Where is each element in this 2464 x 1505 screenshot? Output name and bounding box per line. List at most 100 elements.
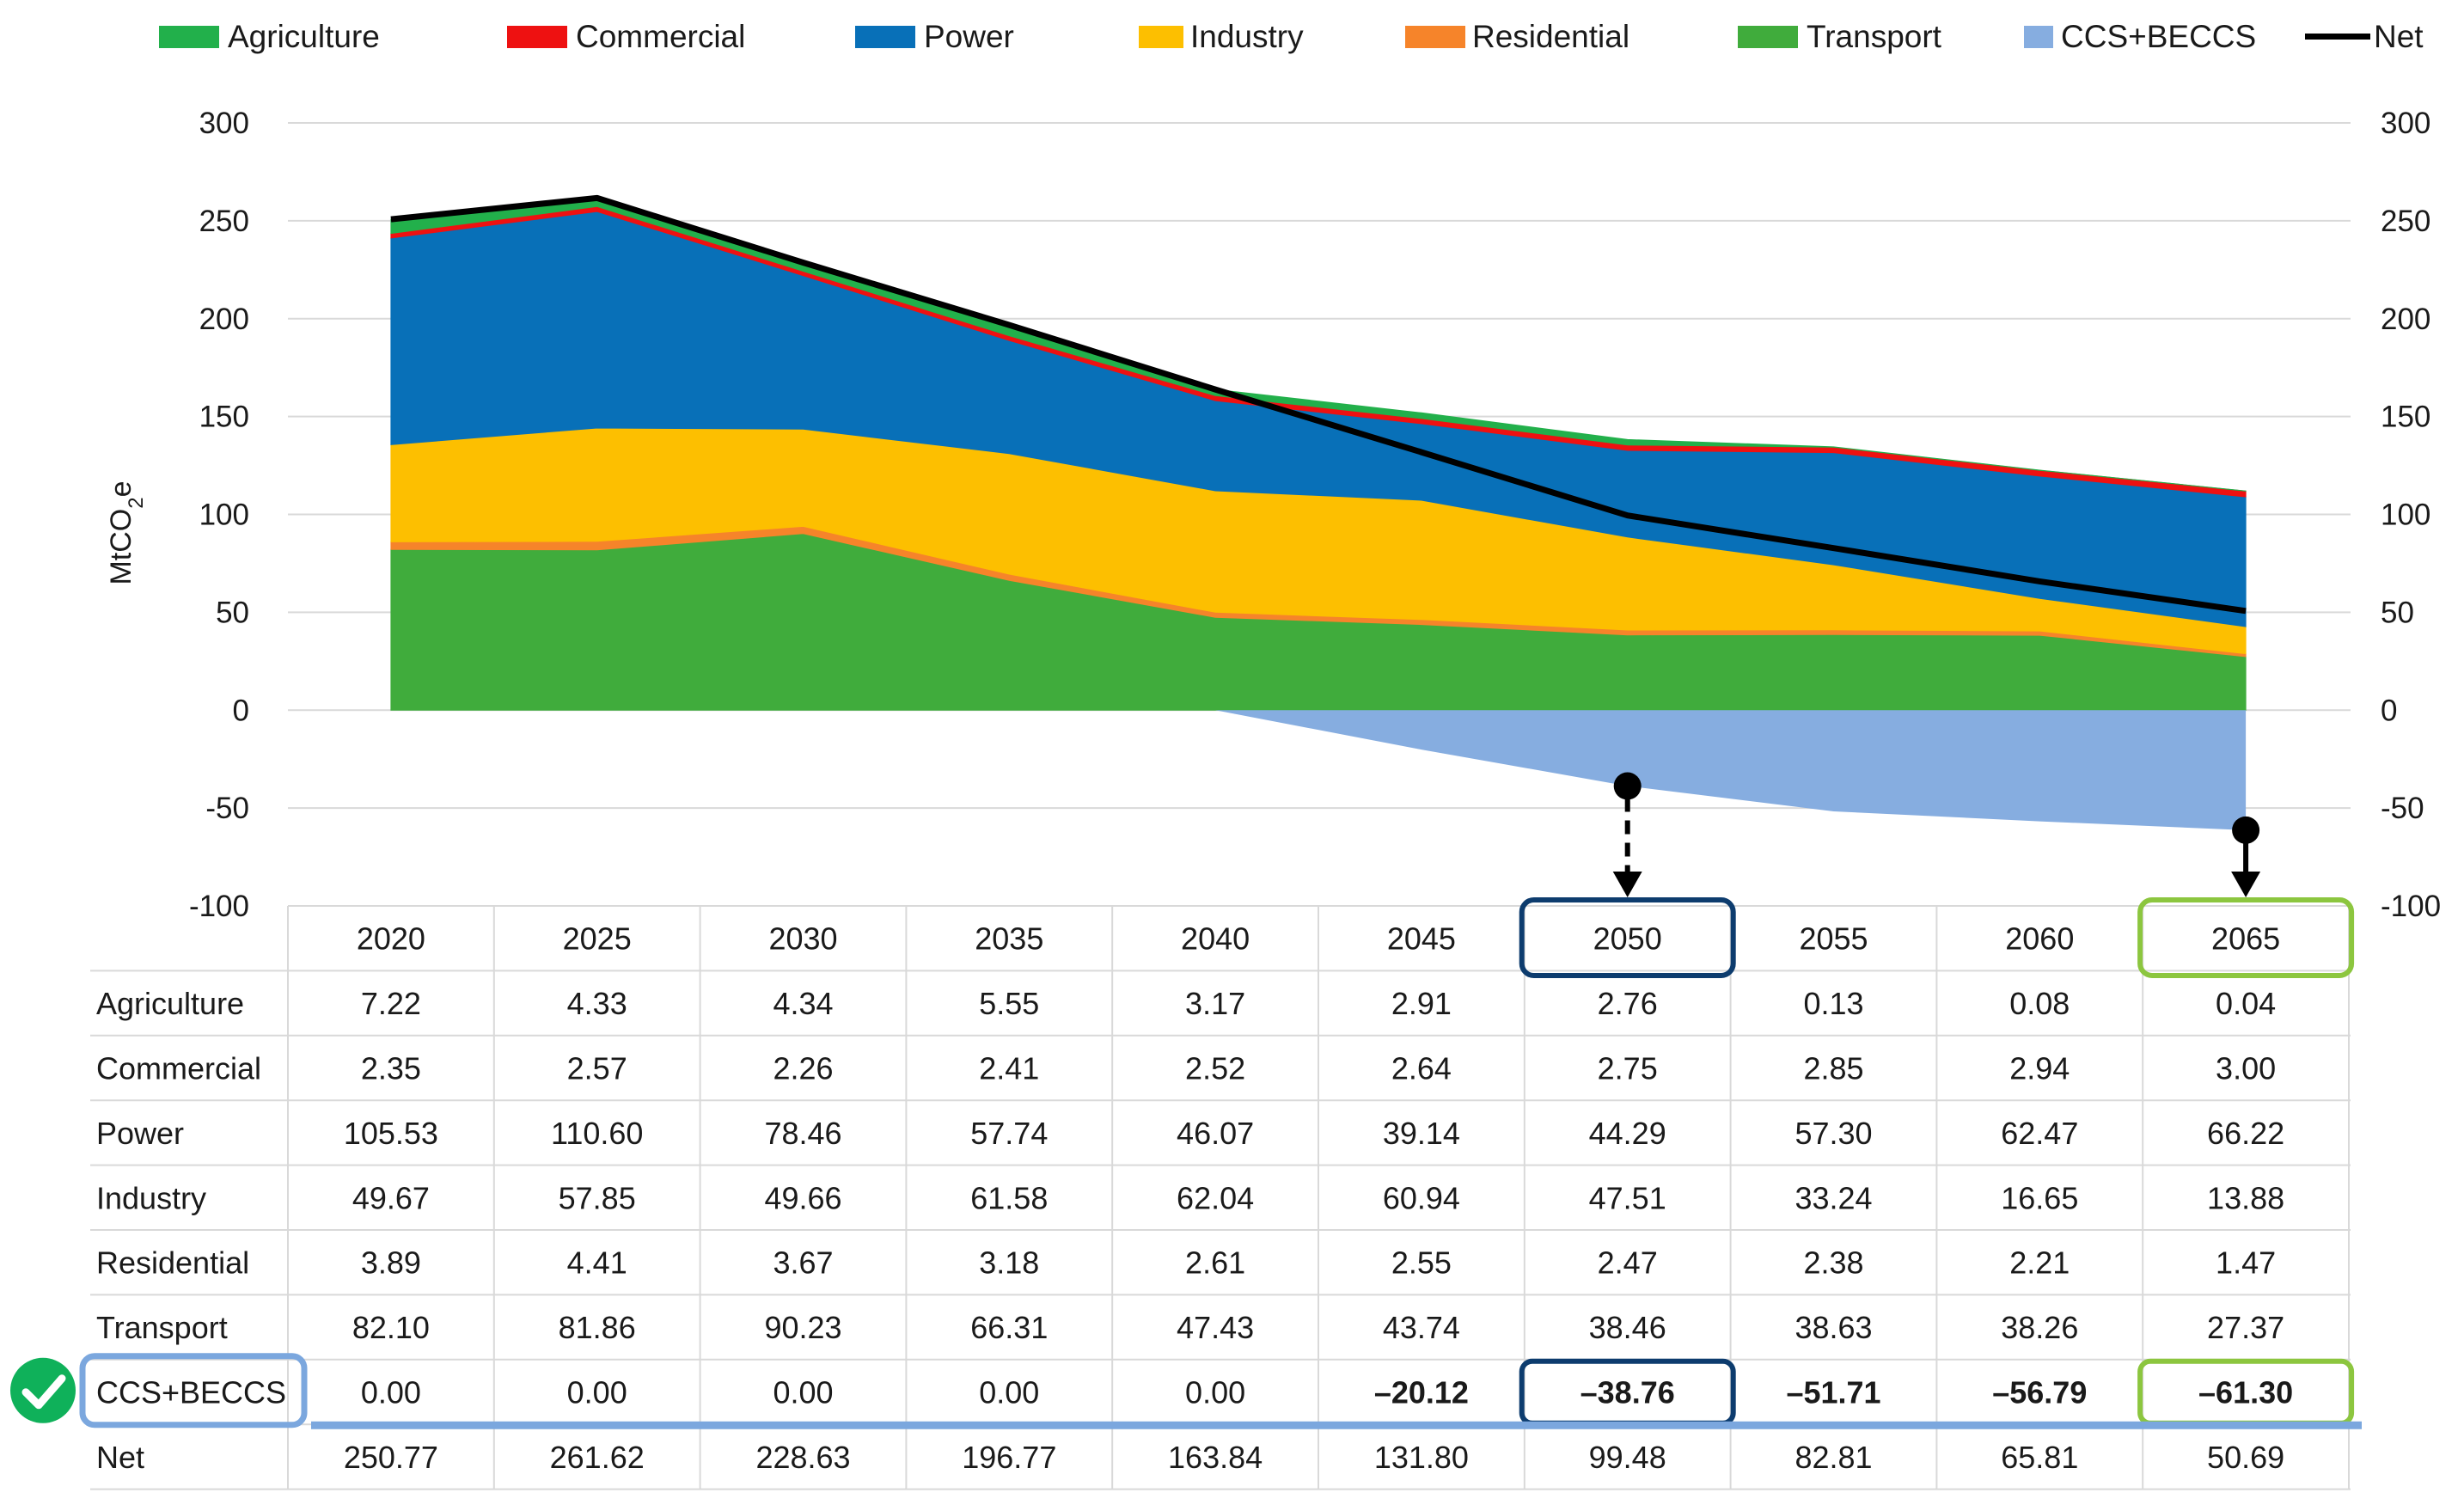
y-tick-label-right: 300	[2381, 107, 2430, 140]
y-tick-label-right: -100	[2381, 890, 2441, 923]
cell-industry-2065: 13.88	[2207, 1180, 2284, 1215]
year-header-2065: 2065	[2211, 921, 2280, 957]
legend-swatch-residential	[1405, 26, 1465, 48]
cell-agriculture-2050: 2.76	[1598, 986, 1658, 1021]
y-tick-label-right: 0	[2381, 694, 2397, 727]
y-tick-label-left: 300	[199, 107, 249, 140]
cell-agriculture-2060: 0.08	[2009, 986, 2070, 1021]
cell-ccs-beccs-2045: –20.12	[1374, 1375, 1469, 1410]
marker-dot-2065	[2232, 816, 2260, 844]
y-tick-label-left: -50	[205, 792, 249, 825]
cell-transport-2045: 43.74	[1383, 1310, 1460, 1345]
cell-residential-2055: 2.38	[1803, 1245, 1863, 1281]
cell-commercial-2035: 2.41	[979, 1051, 1039, 1086]
row-label-commercial: Commercial	[96, 1051, 261, 1086]
cell-agriculture-2065: 0.04	[2216, 986, 2276, 1021]
cell-net-2055: 82.81	[1795, 1440, 1872, 1475]
legend-label-power: Power	[924, 19, 1014, 54]
data-table: 2020 2025 2030 2035 2040 2045 2050 2055 2060 2065…	[90, 905, 2351, 1490]
legend-swatch-net	[2305, 34, 2370, 40]
year-header-2030: 2030	[768, 921, 837, 957]
arrow-head-2065	[2231, 872, 2261, 897]
cell-industry-2045: 60.94	[1383, 1180, 1460, 1215]
cell-industry-2060: 16.65	[2001, 1180, 2078, 1215]
legend-label-ccs-beccs: CCS+BECCS	[2061, 19, 2256, 54]
year-header-2060: 2060	[2005, 921, 2074, 957]
y-tick-label-left: 150	[199, 401, 249, 434]
y-tick-label-left: 250	[199, 205, 249, 238]
cell-commercial-2025: 2.57	[567, 1051, 627, 1086]
cell-power-2030: 78.46	[764, 1116, 841, 1151]
cell-transport-2065: 27.37	[2207, 1310, 2284, 1345]
y-tick-label-left: 0	[233, 694, 249, 727]
highlight-box-header-2050	[1519, 897, 1736, 978]
cell-commercial-2060: 2.94	[2009, 1051, 2070, 1086]
cell-power-2020: 105.53	[344, 1116, 438, 1151]
cell-industry-2030: 49.66	[764, 1180, 841, 1215]
cell-power-2025: 110.60	[551, 1116, 643, 1151]
cell-residential-2030: 3.67	[773, 1245, 833, 1281]
cell-net-2065: 50.69	[2207, 1440, 2284, 1475]
cell-power-2065: 66.22	[2207, 1116, 2284, 1151]
cell-ccs-beccs-2055: –51.71	[1786, 1375, 1880, 1410]
cell-net-2050: 99.48	[1589, 1440, 1666, 1475]
cell-industry-2020: 49.67	[352, 1180, 430, 1215]
cell-industry-2040: 62.04	[1177, 1180, 1254, 1215]
legend-label-industry: Industry	[1190, 19, 1304, 54]
cell-power-2040: 46.07	[1177, 1116, 1254, 1151]
cell-net-2060: 65.81	[2001, 1440, 2078, 1475]
highlight-box-ccs-label	[79, 1353, 308, 1429]
cell-commercial-2050: 2.75	[1598, 1051, 1658, 1086]
row-label-agriculture: Agriculture	[96, 986, 244, 1021]
row-label-power: Power	[96, 1116, 184, 1151]
y-tick-label-right: 100	[2381, 499, 2430, 532]
arrow-head-2050	[1612, 872, 1642, 897]
cell-commercial-2020: 2.35	[361, 1051, 421, 1086]
year-header-2045: 2045	[1387, 921, 1456, 957]
legend-label-net: Net	[2374, 19, 2424, 54]
cell-ccs-beccs-2040: 0.00	[1185, 1375, 1245, 1410]
cell-net-2020: 250.77	[344, 1440, 438, 1475]
year-header-2040: 2040	[1181, 921, 1250, 957]
cell-commercial-2055: 2.85	[1803, 1051, 1863, 1086]
row-label-industry: Industry	[96, 1180, 206, 1215]
year-header-2025: 2025	[563, 921, 632, 957]
row-label-residential: Residential	[96, 1245, 249, 1281]
cell-residential-2020: 3.89	[361, 1245, 421, 1281]
cell-commercial-2040: 2.52	[1185, 1051, 1245, 1086]
cell-ccs-beccs-2065: –61.30	[2198, 1375, 2293, 1410]
legend-label-commercial: Commercial	[576, 19, 745, 54]
cell-net-2030: 228.63	[755, 1440, 850, 1475]
legend-label-residential: Residential	[1472, 19, 1629, 54]
year-header-2055: 2055	[1799, 921, 1868, 957]
cell-industry-2055: 33.24	[1795, 1180, 1872, 1215]
cell-residential-2035: 3.18	[979, 1245, 1039, 1281]
cell-transport-2020: 82.10	[352, 1310, 430, 1345]
cell-ccs-beccs-2035: 0.00	[979, 1375, 1039, 1410]
cell-residential-2025: 4.41	[567, 1245, 627, 1281]
cell-commercial-2030: 2.26	[773, 1051, 833, 1086]
row-label-net: Net	[96, 1440, 144, 1475]
row-label-ccs-beccs: CCS+BECCS	[96, 1375, 286, 1410]
cell-power-2050: 44.29	[1589, 1116, 1666, 1151]
cell-transport-2040: 47.43	[1177, 1310, 1254, 1345]
cell-ccs-beccs-2020: 0.00	[361, 1375, 421, 1410]
legend-swatch-agriculture	[159, 26, 219, 48]
cell-power-2055: 57.30	[1795, 1116, 1872, 1151]
row-label-transport: Transport	[96, 1310, 228, 1345]
legend-swatch-power	[855, 26, 915, 48]
y-tick-label-right: 150	[2381, 401, 2430, 434]
cell-ccs-beccs-2030: 0.00	[773, 1375, 833, 1410]
cell-transport-2055: 38.63	[1795, 1310, 1872, 1345]
net-line	[390, 194, 2247, 615]
cell-power-2045: 39.14	[1383, 1116, 1460, 1151]
cell-residential-2065: 1.47	[2216, 1245, 2276, 1281]
y-tick-label-right: 200	[2381, 303, 2430, 336]
legend-swatch-commercial	[507, 26, 567, 48]
legend-label-transport: Transport	[1807, 19, 1942, 54]
cell-agriculture-2045: 2.91	[1391, 986, 1452, 1021]
annotations	[10, 772, 2362, 1429]
y-tick-label-right: 50	[2381, 596, 2414, 629]
cell-net-2025: 261.62	[550, 1440, 645, 1475]
cell-transport-2025: 81.86	[559, 1310, 636, 1345]
